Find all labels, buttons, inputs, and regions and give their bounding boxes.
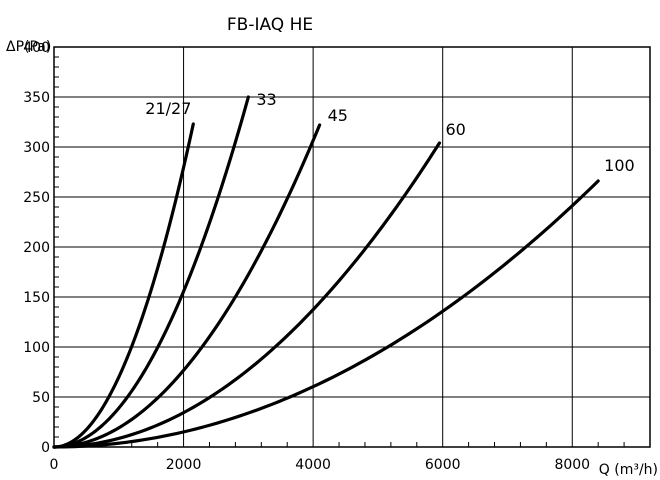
x-axis-title: Q (m³/h) [599,462,658,478]
y-tick-label: 0 [41,440,50,456]
x-tick-label: 4000 [295,457,331,473]
y-tick-label: 100 [23,340,50,356]
curves [52,95,600,449]
minor-ticks [54,56,625,447]
y-tick-label: 250 [23,190,50,206]
grid [54,47,650,447]
x-tick-label: 8000 [554,457,590,473]
curve-45 [52,123,322,449]
x-tick-label: 2000 [166,457,202,473]
curve-21-27 [52,122,195,449]
curve-labels: 21/27 33 45 60 100 [145,90,634,175]
curve-label: 100 [604,156,635,175]
curve-60 [52,141,442,449]
y-tick-label: 150 [23,290,50,306]
plot-frame [53,46,651,448]
y-tick-label: 50 [32,390,50,406]
curve-100 [52,179,600,449]
curve-label: 60 [445,120,465,139]
y-tick-label: 200 [23,240,50,256]
curve-33 [52,95,250,449]
x-tick-label: 6000 [425,457,461,473]
x-tick-label: 0 [50,457,59,473]
y-tick-label: 400 [23,40,50,56]
y-axis-title: ΔP(Pa) [6,39,51,55]
curve-label: 45 [328,106,348,125]
y-tick-label: 350 [23,90,50,106]
curve-label: 33 [256,90,276,109]
chart-title: FB-IAQ HE [227,15,313,35]
curve-label: 21/27 [145,99,191,118]
y-tick-label: 300 [23,140,50,156]
